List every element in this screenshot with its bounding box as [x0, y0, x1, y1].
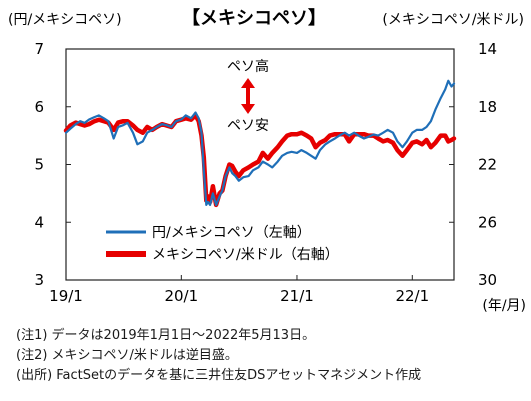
- x-axis-tick-label: 21/1: [280, 287, 314, 305]
- left-axis-unit-label: (円/メキシコペソ): [8, 12, 122, 28]
- series-layer: [63, 79, 457, 208]
- x-axis-tick-label: 19/1: [49, 287, 83, 305]
- annotation-arrow-head-down: [241, 104, 255, 114]
- right-axis-tick-label: 14: [478, 40, 497, 58]
- legend-label-mxn-usd: メキシコペソ/米ドル（右軸）: [152, 247, 339, 263]
- right-axis-tick-label: 22: [478, 156, 497, 174]
- right-axis-tick-label: 30: [478, 271, 497, 289]
- chart-title: 【メキシコペソ】: [182, 8, 326, 29]
- right-axis: 14 18 22 26 30: [449, 40, 497, 289]
- annotation-peso-strong: ペソ高: [227, 58, 269, 75]
- footnote-source: (出所) FactSetのデータを基に三井住友DSアセットマネジメント作成: [16, 368, 422, 383]
- left-axis-tick-label: 5: [34, 156, 44, 174]
- footnote-2: (注2) メキシコペソ/米ドルは逆目盛。: [16, 348, 238, 363]
- left-axis-tick-label: 3: [34, 271, 44, 289]
- annotation-peso-weak: ペソ安: [227, 118, 269, 134]
- legend-label-jpy-mxn: 円/メキシコペソ（左軸）: [152, 225, 311, 241]
- right-axis-tick-label: 18: [478, 98, 497, 116]
- left-axis: 3 4 5 6 7: [34, 40, 71, 289]
- right-axis-tick-label: 26: [478, 213, 497, 231]
- left-axis-tick-label: 6: [34, 98, 44, 116]
- series-line-mxn-usd: [63, 113, 457, 208]
- legend: 円/メキシコペソ（左軸） メキシコペソ/米ドル（右軸）: [106, 225, 339, 263]
- x-axis-unit-label: (年/月): [482, 298, 526, 314]
- annotation-arrow-head-up: [241, 78, 255, 88]
- left-axis-tick-label: 4: [34, 213, 44, 231]
- right-axis-unit-label: (メキシコペソ/米ドル): [382, 12, 524, 28]
- footnotes: (注1) データは2019年1月1日～2022年5月13日。 (注2) メキシコ…: [16, 326, 421, 386]
- x-axis-tick-label: 22/1: [395, 287, 429, 305]
- left-axis-tick-label: 7: [34, 40, 44, 58]
- series-line-jpy-mxn: [64, 79, 456, 206]
- x-axis-tick-label: 20/1: [164, 287, 198, 305]
- x-axis: 19/1 20/1 21/1 22/1: [49, 275, 429, 305]
- footnote-1: (注1) データは2019年1月1日～2022年5月13日。: [16, 328, 316, 343]
- annotation-arrow: [241, 78, 255, 114]
- chart: (円/メキシコペソ) 【メキシコペソ】 (メキシコペソ/米ドル) 3 4 5 6 7 1…: [8, 8, 526, 314]
